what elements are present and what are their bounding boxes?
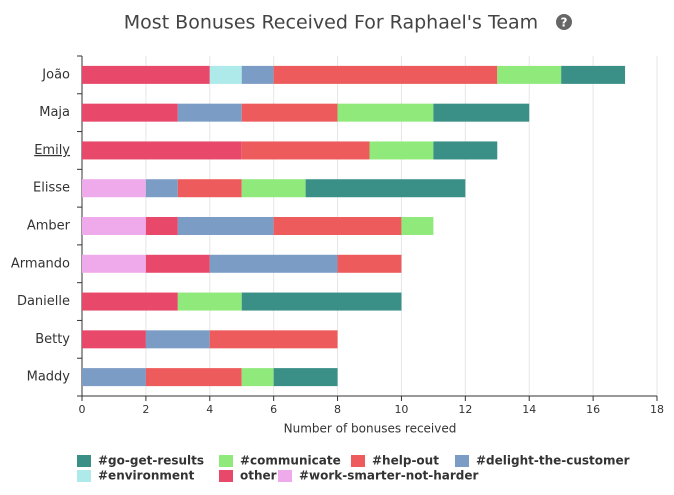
- y-tick-label: Betty: [35, 332, 70, 347]
- x-tick-label: 10: [394, 403, 408, 416]
- bar-segment: [337, 254, 402, 273]
- svg-text:?: ?: [561, 16, 568, 30]
- bar-segment: [82, 65, 210, 84]
- bar-segment: [369, 141, 434, 160]
- bar-segment: [305, 179, 466, 198]
- legend-swatch: [77, 470, 91, 482]
- bar-segment: [82, 292, 178, 311]
- x-tick-label: 8: [334, 403, 341, 416]
- y-tick-label: Armando: [11, 256, 70, 271]
- x-tick-label: 14: [522, 403, 536, 416]
- y-tick-label: Amber: [27, 219, 71, 234]
- bar-segment: [82, 330, 146, 349]
- bar-segment: [145, 254, 210, 273]
- x-axis-title: Number of bonuses received: [284, 422, 457, 436]
- x-tick-label: 18: [650, 403, 664, 416]
- bar-segment: [82, 141, 242, 160]
- bar-segment: [82, 254, 146, 273]
- bar-segment: [497, 65, 562, 84]
- bar-segment: [241, 292, 402, 311]
- legend-swatch: [351, 455, 365, 467]
- bar-segment: [145, 368, 242, 387]
- legend-swatch: [77, 455, 91, 467]
- x-tick-label: 6: [270, 403, 277, 416]
- bar-segment: [82, 179, 146, 198]
- bar-segment: [177, 179, 242, 198]
- bar-segment: [82, 368, 146, 387]
- bar-segment: [241, 65, 274, 84]
- bar-segment: [82, 217, 146, 235]
- legend-label: #environment: [98, 469, 195, 483]
- x-tick-label: 2: [142, 403, 149, 416]
- y-tick-label: Danielle: [17, 294, 70, 309]
- y-tick-label: Elisse: [33, 181, 70, 196]
- bar-segment: [145, 217, 178, 235]
- bar-segment: [433, 103, 530, 122]
- legend-label: #help-out: [372, 454, 439, 468]
- y-tick-label: João: [41, 67, 70, 82]
- x-tick-label: 0: [79, 403, 86, 416]
- bar-segment: [209, 330, 338, 349]
- bar-segment: [145, 179, 178, 198]
- bar-segment: [209, 65, 242, 84]
- legend-swatch: [219, 470, 233, 482]
- legend-label: other: [240, 469, 277, 483]
- bar-segment: [241, 368, 274, 387]
- bar-segment: [177, 217, 274, 235]
- legend-label: #delight-the-customer: [476, 454, 630, 468]
- legend-label: #go-get-results: [98, 454, 204, 468]
- bar-segment: [273, 217, 402, 235]
- bar-segment: [273, 65, 498, 84]
- x-tick-label: 16: [586, 403, 600, 416]
- bar-segment: [145, 330, 210, 349]
- bar-segment: [177, 292, 242, 311]
- y-tick-label[interactable]: Emily: [34, 143, 70, 158]
- legend-swatch: [455, 455, 469, 467]
- bar-segment: [82, 103, 178, 122]
- help-icon[interactable]: ?: [556, 14, 572, 30]
- legend-swatch: [219, 455, 233, 467]
- bar-segment: [241, 179, 306, 198]
- y-tick-label: Maddy: [27, 370, 71, 385]
- bar-segment: [177, 103, 242, 122]
- bar-segment: [209, 254, 338, 273]
- bar-segment: [241, 141, 370, 160]
- bar-segment: [273, 368, 338, 387]
- y-tick-label: Maja: [39, 105, 70, 120]
- bar-segment: [401, 217, 434, 235]
- x-tick-label: 12: [458, 403, 472, 416]
- bar-segment: [337, 103, 434, 122]
- chart-title: Most Bonuses Received For Raphael's Team: [124, 12, 538, 34]
- bar-segment: [433, 141, 498, 160]
- bar-segment: [561, 65, 626, 84]
- bar-segment: [241, 103, 338, 122]
- legend-label: #work-smarter-not-harder: [299, 469, 478, 483]
- legend-label: #communicate: [240, 454, 341, 468]
- legend-swatch: [278, 470, 292, 482]
- x-tick-label: 4: [206, 403, 213, 416]
